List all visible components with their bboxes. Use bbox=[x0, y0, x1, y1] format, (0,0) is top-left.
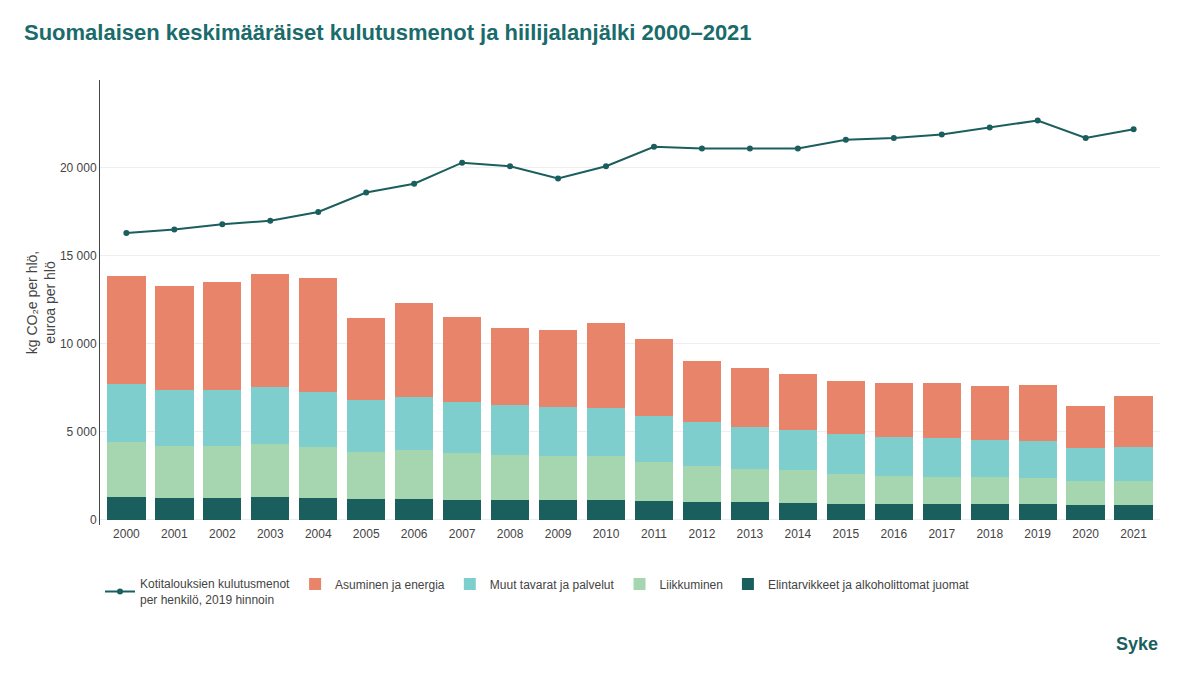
svg-text:2012: 2012 bbox=[689, 527, 716, 541]
svg-text:2010: 2010 bbox=[593, 527, 620, 541]
svg-text:Suomalaisen keskimääräiset kul: Suomalaisen keskimääräiset kulutusmenot … bbox=[24, 20, 752, 45]
svg-text:Muut tavarat ja palvelut: Muut tavarat ja palvelut bbox=[490, 578, 615, 592]
svg-text:Syke: Syke bbox=[1116, 634, 1158, 654]
svg-text:2021: 2021 bbox=[1120, 527, 1147, 541]
svg-text:2008: 2008 bbox=[497, 527, 524, 541]
svg-text:Liikkuminen: Liikkuminen bbox=[660, 578, 723, 592]
svg-text:10 000: 10 000 bbox=[60, 337, 97, 351]
svg-text:2015: 2015 bbox=[832, 527, 859, 541]
svg-text:2020: 2020 bbox=[1072, 527, 1099, 541]
svg-text:2007: 2007 bbox=[449, 527, 476, 541]
svg-text:0: 0 bbox=[90, 513, 97, 527]
svg-text:2013: 2013 bbox=[737, 527, 764, 541]
svg-text:2003: 2003 bbox=[257, 527, 284, 541]
svg-text:2009: 2009 bbox=[545, 527, 572, 541]
svg-text:2001: 2001 bbox=[161, 527, 188, 541]
svg-text:2000: 2000 bbox=[113, 527, 140, 541]
svg-text:2006: 2006 bbox=[401, 527, 428, 541]
svg-text:15 000: 15 000 bbox=[60, 249, 97, 263]
svg-text:2004: 2004 bbox=[305, 527, 332, 541]
svg-text:kg CO₂e per hlö,euroa per hlö: kg CO₂e per hlö,euroa per hlö bbox=[24, 251, 58, 354]
svg-text:2014: 2014 bbox=[785, 527, 812, 541]
svg-text:20 000: 20 000 bbox=[60, 161, 97, 175]
svg-text:2011: 2011 bbox=[641, 527, 667, 541]
svg-text:2018: 2018 bbox=[976, 527, 1003, 541]
svg-text:2017: 2017 bbox=[928, 527, 955, 541]
svg-text:2002: 2002 bbox=[209, 527, 236, 541]
svg-text:2005: 2005 bbox=[353, 527, 380, 541]
svg-text:2019: 2019 bbox=[1024, 527, 1051, 541]
svg-text:5 000: 5 000 bbox=[67, 425, 97, 439]
svg-text:2016: 2016 bbox=[880, 527, 907, 541]
svg-text:Kotitalouksien kulutusmenotper: Kotitalouksien kulutusmenotper henkilö, … bbox=[140, 577, 290, 607]
svg-text:Asuminen ja energia: Asuminen ja energia bbox=[335, 578, 445, 592]
svg-text:Elintarvikkeet ja alkoholittom: Elintarvikkeet ja alkoholittomat juomat bbox=[768, 578, 969, 592]
